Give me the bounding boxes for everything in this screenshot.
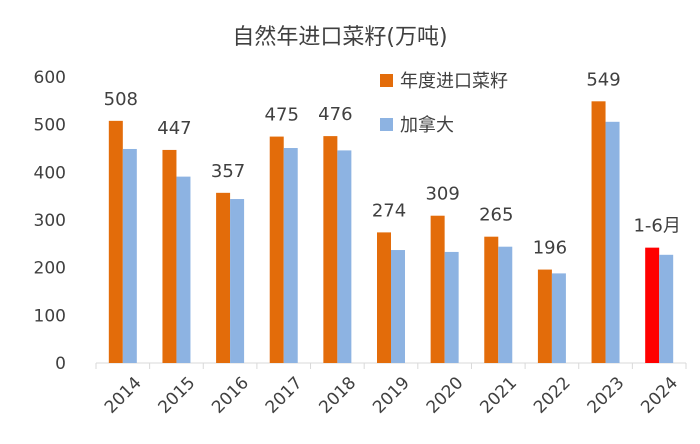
data-label: 357 (211, 161, 245, 182)
data-labels: 508 447 357 475 476 274 309 265 196 549 1-6月 (104, 69, 681, 258)
data-label: 309 (425, 184, 459, 205)
x-axis: 2014 2015 2016 2017 2018 2019 2020 2021 2022 2023… (95, 362, 687, 418)
y-tick-label: 100 (34, 306, 66, 326)
y-tick-label: 200 (34, 259, 66, 279)
bar-series-1 (216, 192, 231, 363)
y-tick-label: 300 (34, 211, 66, 231)
bar-series-1 (484, 236, 499, 363)
x-tick-label: 2023 (584, 373, 629, 418)
bar-series-2 (498, 246, 513, 363)
chart-title: 自然年进口菜籽(万吨) (232, 25, 447, 50)
data-label: 196 (533, 238, 567, 259)
data-label: 265 (479, 205, 513, 226)
bars (108, 101, 674, 363)
x-tick-label: 2022 (530, 373, 575, 418)
data-label: 274 (372, 200, 406, 221)
bar-series-2 (122, 148, 137, 363)
y-tick-label: 500 (34, 116, 66, 136)
x-tick-label: 2024 (637, 373, 682, 418)
data-label: 476 (318, 104, 352, 125)
x-tick-label: 2019 (369, 373, 414, 418)
bar-series-1 (591, 101, 606, 363)
legend: 年度进口菜籽 加拿大 (380, 71, 508, 136)
bar-series-2 (176, 176, 191, 363)
bar-series-2 (230, 199, 245, 363)
y-tick-label: 0 (55, 354, 66, 374)
data-label: 447 (157, 118, 191, 139)
bar-series-2 (551, 273, 566, 363)
x-tick-label: 2016 (208, 373, 253, 418)
data-label: 549 (586, 69, 620, 90)
data-label: 508 (104, 89, 138, 110)
y-tick-label: 600 (34, 68, 66, 88)
x-tick-label: 2018 (315, 373, 360, 418)
bar-series-2 (337, 150, 352, 363)
y-axis: 0 100 200 300 400 500 600 (34, 68, 66, 374)
bar-series-2 (444, 251, 459, 363)
legend-swatch-series-1 (380, 74, 393, 87)
bar-series-1 (645, 247, 660, 363)
y-tick-label: 400 (34, 163, 66, 183)
bar-series-2 (605, 121, 620, 363)
bar-series-1 (269, 136, 284, 363)
x-tick-label: 2015 (155, 373, 200, 418)
x-tick-label: 2020 (423, 373, 468, 418)
bar-series-1 (430, 215, 445, 363)
bar-series-2 (283, 148, 298, 363)
x-tick-label: 2014 (101, 373, 146, 418)
bar-series-1 (323, 136, 338, 363)
legend-swatch-series-2 (380, 118, 393, 131)
bar-series-1 (377, 232, 391, 363)
bar-series-1 (162, 149, 177, 363)
legend-label-series-2: 加拿大 (400, 114, 454, 136)
data-label: 1-6月 (633, 216, 680, 237)
x-tick-label: 2017 (262, 373, 307, 418)
bar-series-2 (391, 250, 405, 363)
bar-series-1 (537, 269, 552, 363)
x-tick-label: 2021 (476, 373, 521, 418)
bar-series-1 (108, 120, 123, 363)
bar-series-2 (659, 254, 674, 363)
legend-label-series-1: 年度进口菜籽 (400, 71, 508, 92)
data-label: 475 (265, 105, 299, 126)
